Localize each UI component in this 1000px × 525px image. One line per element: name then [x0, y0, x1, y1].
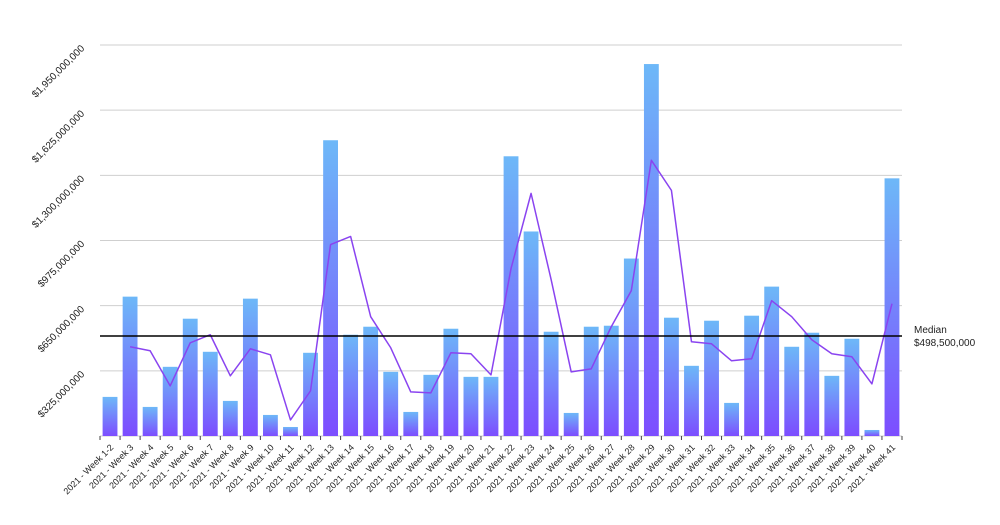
bar	[383, 371, 399, 436]
bar	[303, 352, 318, 436]
bar	[443, 328, 459, 436]
bar	[423, 374, 439, 436]
bar	[583, 326, 599, 436]
bar	[142, 406, 158, 436]
median-value-label: $498,500,000	[914, 338, 976, 349]
bar	[784, 346, 800, 436]
bar	[182, 318, 198, 436]
bar	[804, 332, 820, 436]
bar	[884, 178, 900, 437]
bar	[664, 317, 679, 436]
bar	[503, 156, 519, 437]
bar	[463, 376, 479, 436]
bar	[483, 376, 499, 436]
bar	[684, 365, 699, 436]
bar	[343, 334, 359, 436]
y-tick-label: $1,625,000,000	[30, 108, 87, 165]
y-tick-label: $975,000,000	[36, 239, 87, 290]
y-tick-label: $650,000,000	[36, 304, 87, 355]
bar	[283, 426, 298, 436]
bar	[102, 396, 118, 436]
bar-series	[102, 64, 900, 437]
bar	[222, 400, 238, 436]
y-tick-label: $325,000,000	[36, 369, 87, 420]
y-tick-label: $1,950,000,000	[30, 43, 87, 100]
bar	[724, 402, 739, 436]
bar	[263, 414, 278, 436]
y-tick-label: $1,300,000,000	[30, 173, 87, 230]
bar	[744, 315, 760, 436]
bar	[603, 325, 619, 436]
bar	[844, 338, 860, 436]
y-axis-ticks: $325,000,000 $650,000,000 $975,000,000 $1,3…	[30, 43, 87, 420]
bar	[363, 326, 379, 436]
bar	[824, 375, 840, 436]
bar	[623, 258, 639, 436]
grid-lines	[100, 44, 902, 437]
bar	[202, 351, 218, 436]
bar	[864, 429, 880, 436]
bar	[323, 140, 338, 436]
line-series	[129, 159, 893, 421]
bar	[643, 64, 659, 437]
bar	[704, 320, 719, 436]
bar	[764, 286, 780, 436]
median-label: Median	[914, 325, 947, 336]
bar	[122, 296, 138, 436]
bar	[162, 366, 178, 436]
median-reference: Median $498,500,000	[100, 325, 976, 349]
bar	[242, 298, 258, 436]
bar	[403, 411, 419, 436]
bar	[543, 331, 559, 436]
line-series-path	[129, 159, 893, 421]
bar	[563, 412, 579, 436]
bar	[523, 231, 539, 436]
